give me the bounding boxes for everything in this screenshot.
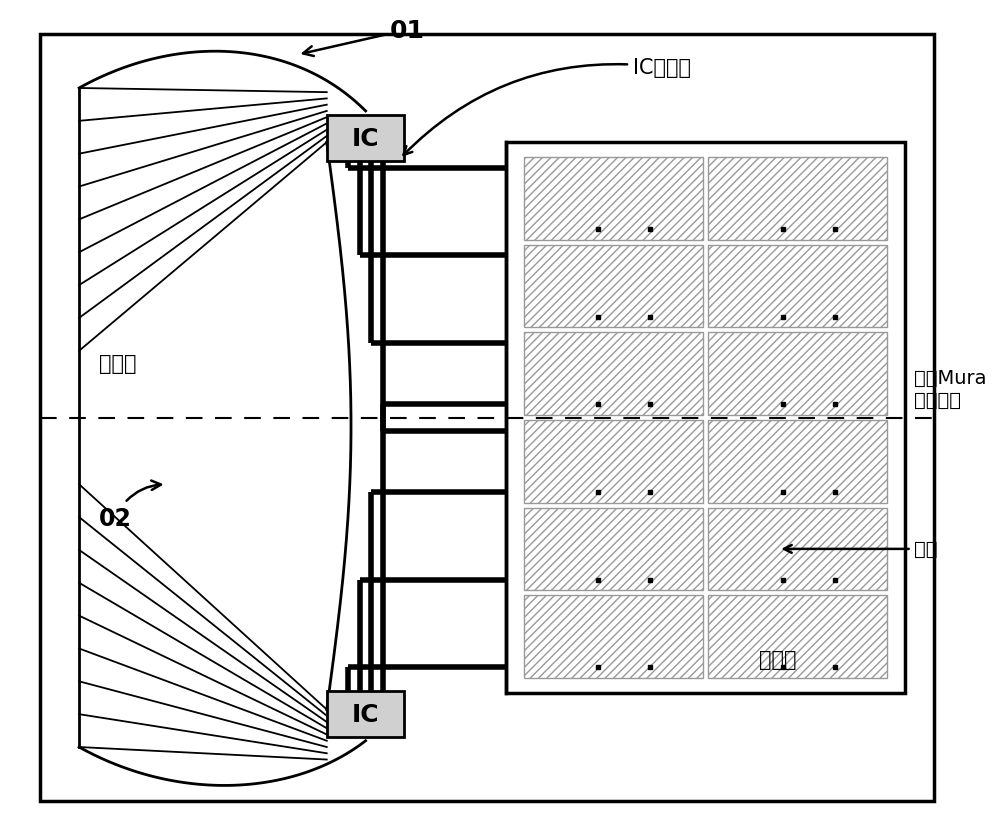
Bar xyxy=(327,691,404,737)
Text: IC: IC xyxy=(352,701,379,726)
Bar xyxy=(708,246,887,328)
Bar xyxy=(708,421,887,503)
Bar xyxy=(524,333,703,415)
Bar xyxy=(327,116,404,162)
Text: 像素: 像素 xyxy=(784,540,938,558)
Bar xyxy=(708,508,887,590)
Bar xyxy=(524,595,703,678)
Text: 显示区: 显示区 xyxy=(759,650,796,670)
Bar xyxy=(524,508,703,590)
Bar xyxy=(708,158,887,241)
Bar xyxy=(506,143,905,693)
Text: 02: 02 xyxy=(99,481,161,530)
Text: 01: 01 xyxy=(303,18,425,57)
Bar xyxy=(524,158,703,241)
Text: IC: IC xyxy=(352,127,379,150)
Text: 周边区: 周边区 xyxy=(99,354,136,374)
Bar xyxy=(708,333,887,415)
Text: IC信号线: IC信号线 xyxy=(403,58,691,155)
Bar xyxy=(524,421,703,503)
Bar xyxy=(524,246,703,328)
Bar xyxy=(708,595,887,678)
Text: 水平Mura
发生位置: 水平Mura 发生位置 xyxy=(914,369,987,410)
